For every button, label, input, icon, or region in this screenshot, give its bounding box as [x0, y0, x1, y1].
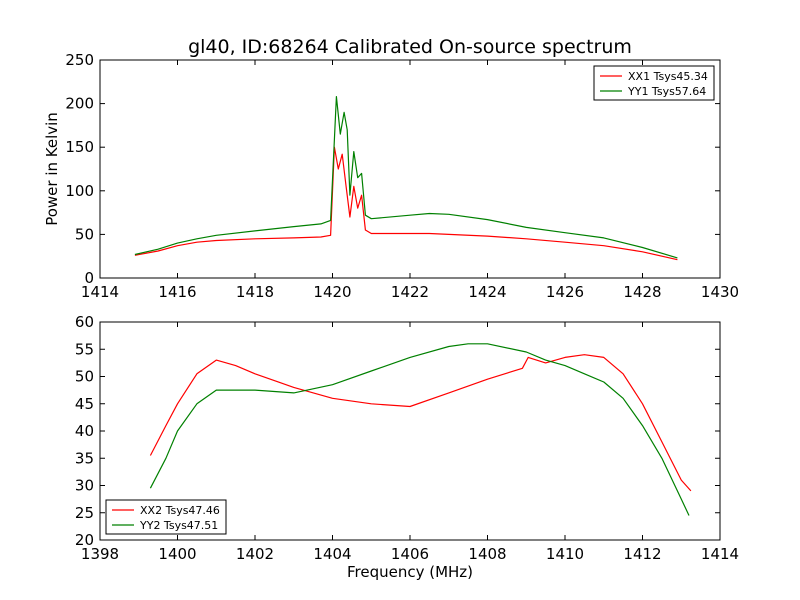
x-tick-label: 1430 — [701, 283, 739, 301]
top-y-axis-label: Power in Kelvin — [43, 112, 61, 226]
x-tick-label: 1412 — [623, 545, 661, 563]
x-tick-label: 1416 — [158, 283, 196, 301]
y-tick-label: 40 — [75, 422, 94, 440]
x-tick-label: 1428 — [623, 283, 661, 301]
x-tick-label: 1408 — [468, 545, 506, 563]
top-plot-area: 1414 1416 1418 1420 1422 1424 1426 1428 1430 0 50 1… — [65, 51, 739, 301]
x-tick-label: 1424 — [468, 283, 506, 301]
y-tick-label: 60 — [75, 313, 94, 331]
x-tick-label: 1414 — [701, 545, 739, 563]
series-line-1-1 — [134, 146, 678, 261]
x-tick-label: 1404 — [313, 545, 351, 563]
y-tick-label: 50 — [75, 225, 94, 243]
series-line-1-2 — [134, 95, 678, 259]
y-tick-label: 250 — [65, 51, 94, 69]
y-tick-label: 30 — [75, 477, 94, 495]
legend-label: XX1 Tsys45.34 — [628, 70, 708, 83]
y-tick-label: 35 — [75, 449, 94, 467]
y-tick-label: 45 — [75, 395, 94, 413]
legend-box — [593, 65, 715, 101]
x-tick-label: 1422 — [391, 283, 429, 301]
x-tick-label: 1414 — [81, 283, 119, 301]
series-line-2-1 — [149, 354, 692, 492]
x-tick-label: 1402 — [236, 545, 274, 563]
legend-label: YY2 Tsys47.51 — [139, 519, 218, 532]
y-tick-label: 50 — [75, 368, 94, 386]
bottom-x-axis-label: Frequency (MHz) — [347, 563, 473, 581]
y-tick-label: 200 — [65, 95, 94, 113]
y-tick-label: 25 — [75, 504, 94, 522]
x-tick-label: 1398 — [81, 545, 119, 563]
x-tick-label: 1418 — [236, 283, 274, 301]
y-tick-label: 100 — [65, 182, 94, 200]
y-tick-label: 0 — [84, 269, 94, 287]
top-chart-title: gl40, ID:68264 Calibrated On-source spec… — [188, 36, 632, 58]
y-tick-label: 55 — [75, 340, 94, 358]
legend: XX2 Tsys47.46 YY2 Tsys47.51 — [105, 499, 227, 535]
legend-box — [105, 499, 227, 535]
y-tick-label: 20 — [75, 531, 94, 549]
y-tick-label: 150 — [65, 138, 94, 156]
bottom-plot-area: 1398 1400 1402 1404 1406 1408 1410 1412 1414 20 25… — [75, 313, 739, 563]
legend-label: XX2 Tsys47.46 — [140, 504, 220, 517]
x-tick-label: 1400 — [158, 545, 196, 563]
series-line-2-2 — [149, 343, 690, 516]
x-tick-label: 1420 — [313, 283, 351, 301]
legend-label: YY1 Tsys57.64 — [627, 85, 706, 98]
x-tick-label: 1426 — [546, 283, 584, 301]
legend: XX1 Tsys45.34 YY1 Tsys57.64 — [593, 65, 715, 101]
x-tick-label: 1410 — [546, 545, 584, 563]
x-tick-label: 1406 — [391, 545, 429, 563]
